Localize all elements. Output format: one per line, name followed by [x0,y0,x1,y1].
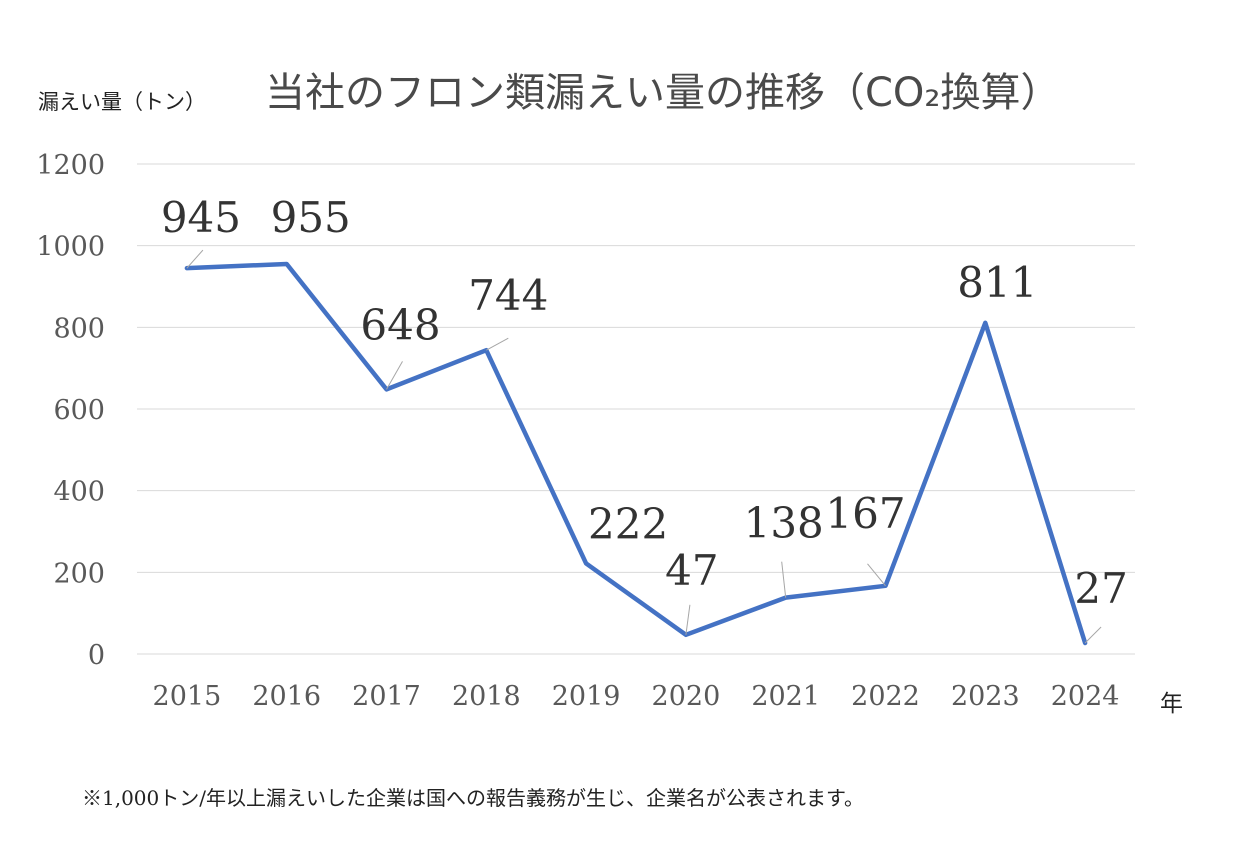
data-label-leader [486,337,509,351]
data-label-leader [186,249,204,269]
x-tick-label: 2020 [652,681,721,712]
data-label-leader [781,561,787,598]
x-axis-unit-label: 年 [1160,691,1183,717]
x-tick-label: 2024 [1051,681,1120,712]
data-label: 167 [825,489,905,538]
data-label: 648 [360,300,440,349]
data-label: 744 [468,271,548,320]
data-label: 138 [744,499,824,548]
x-tick-label: 2015 [153,681,222,712]
x-tick-label: 2023 [951,681,1020,712]
y-tick-label: 600 [53,395,105,426]
y-tick-label: 800 [53,313,105,344]
y-tick-label: 0 [88,640,105,671]
y-tick-label: 200 [53,558,105,589]
chart-title: 当社のフロン類漏えい量の推移（CO₂換算） [265,70,1061,116]
y-axis-label: 漏えい量（トン） [38,90,206,114]
data-label: 945 [161,193,241,242]
x-tick-label: 2018 [452,681,521,712]
data-label: 47 [665,546,718,595]
data-label-leader [1084,626,1102,644]
y-tick-label: 1000 [36,232,105,263]
x-tick-label: 2021 [751,681,820,712]
x-tick-label: 2017 [352,681,421,712]
x-tick-label: 2022 [851,681,920,712]
data-label: 222 [588,499,668,548]
data-label-leader [867,563,886,587]
y-tick-label: 1200 [36,150,105,181]
data-label-leader [386,361,403,390]
data-label: 811 [957,258,1037,307]
footnote: ※1,000トン/年以上漏えいした企業は国への報告義務が生じ、企業名が公表されま… [82,786,864,810]
data-label: 27 [1074,564,1127,613]
series-line [184,261,1088,646]
data-label: 955 [271,193,351,242]
x-tick-label: 2016 [252,681,321,712]
y-tick-label: 400 [53,477,105,508]
x-tick-label: 2019 [552,681,621,712]
data-label-leader [685,604,691,635]
